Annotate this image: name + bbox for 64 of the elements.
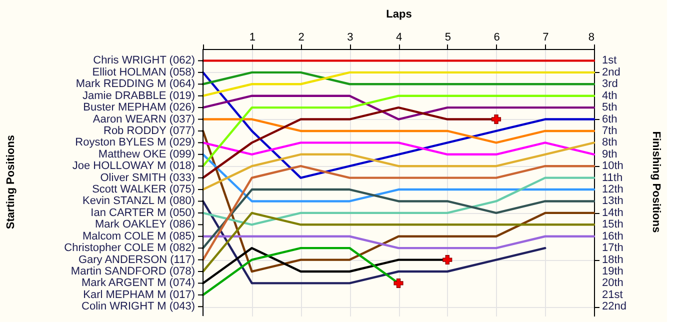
x-tick-label: 8 — [588, 32, 594, 44]
y-tick-label: 4th — [602, 90, 618, 102]
line-series — [202, 176, 596, 226]
category-label: Chris WRIGHT (062) — [93, 54, 195, 67]
y-tick-label: 7th — [602, 124, 618, 137]
y-tick-label: 12th — [602, 184, 624, 196]
category-label: Kevin STANZL M (080) — [82, 195, 195, 208]
category-label: Martin SANDFORD (078) — [70, 266, 195, 278]
x-tick-label: 3 — [347, 32, 354, 44]
category-label: Karl MEPHAM M (017) — [83, 288, 195, 301]
category-label: Oliver SMITH (033) — [100, 172, 195, 184]
y-tick-label: 9th — [602, 148, 618, 160]
category-label: Jamie DRABBLE (019) — [82, 90, 195, 102]
category-label: Christopher COLE M (082) — [64, 242, 195, 254]
category-label: Mark ARGENT M (074) — [82, 277, 195, 290]
y-tick-label: 17th — [602, 242, 624, 254]
category-label: Scott WALKER (075) — [92, 184, 195, 196]
line-series — [202, 142, 596, 191]
category-label: Mark REDDING M (064) — [76, 78, 195, 90]
y-tick-label: 6th — [602, 113, 618, 126]
x-tick-label: 7 — [542, 32, 549, 44]
category-label: Royston BYLES M (029) — [75, 136, 195, 149]
y-tick-label: 10th — [602, 160, 624, 172]
x-tick-label: 5 — [444, 32, 451, 44]
y-tick-label: 3rd — [602, 78, 618, 90]
y-axis-title: Finishing Positions — [650, 131, 662, 233]
category-label: Aaron WEARN (037) — [92, 113, 195, 126]
y-tick-label: 5th — [602, 102, 618, 114]
y-tick-label: 19th — [602, 266, 624, 278]
point — [394, 278, 404, 288]
y-tick-label: 8th — [602, 136, 618, 149]
line-series — [202, 200, 546, 284]
y-tick-label: 16th — [602, 230, 624, 242]
category-label: Colin WRIGHT M (043) — [82, 300, 195, 313]
category-label: Matthew OKE (099) — [98, 148, 195, 160]
point — [442, 255, 452, 265]
x-tick-label: 2 — [298, 32, 304, 44]
category-label: Buster MEPHAM (026) — [83, 102, 195, 114]
y-tick-label: 22nd — [602, 300, 626, 313]
category-label: Rob RODDY (077) — [104, 124, 195, 137]
x-tick-label: 6 — [494, 32, 500, 44]
y-tick-label: 21st — [602, 288, 623, 301]
y-tick-label: 18th — [602, 254, 624, 266]
y-tick-label: 11th — [602, 172, 623, 184]
line-series — [202, 130, 596, 273]
y-tick-label: 14th — [602, 206, 624, 219]
category-label: Mark OAKLEY (086) — [94, 218, 195, 231]
y-tick-label: 20th — [602, 277, 624, 290]
line-series — [202, 71, 596, 179]
category-label: Gary ANDERSON (117) — [78, 254, 195, 266]
y-tick-label: 2nd — [602, 66, 620, 78]
point — [491, 114, 502, 124]
y-tick-label: 13th — [602, 195, 624, 208]
text: Starting Positions — [5, 134, 17, 230]
category-label: Ian CARTER M (050) — [90, 206, 195, 219]
y-tick-label: 15th — [602, 218, 624, 231]
x-tick-label: 4 — [396, 32, 402, 44]
x-tick-label: 1 — [249, 32, 256, 44]
line-series — [202, 188, 596, 250]
category-label: Malcom COLE M (085) — [82, 230, 195, 242]
y-tick-label: 1st — [602, 54, 617, 67]
x-axis-title: Laps — [386, 8, 412, 20]
category-label: Joe HOLLOWAY M (018) — [72, 160, 195, 172]
category-label: Elliot HOLMAN (058) — [92, 66, 195, 78]
